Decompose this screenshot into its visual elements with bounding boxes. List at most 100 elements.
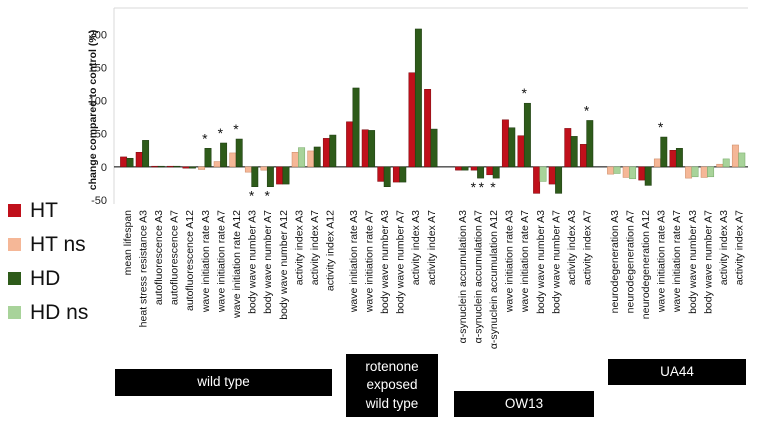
bar <box>142 140 150 168</box>
bar <box>517 135 525 168</box>
category-label: body wave number A12 <box>278 210 290 320</box>
group-label-ow13: OW13 <box>454 391 594 417</box>
bar <box>613 166 621 174</box>
category-label: activity index A7 <box>309 210 321 285</box>
legend-swatch <box>8 272 21 285</box>
legend-swatch <box>8 306 21 319</box>
category-label: activity index A7 <box>426 210 438 285</box>
category-label: body wave number A3 <box>687 210 699 314</box>
bar <box>629 166 637 180</box>
bar <box>166 165 174 168</box>
bar <box>352 87 360 168</box>
category-label: body wave number A3 <box>535 210 547 314</box>
legend-entry: HT <box>8 200 58 221</box>
bar <box>653 158 661 168</box>
bar <box>229 152 237 168</box>
category-label: autofluorescence A3 <box>153 210 165 305</box>
category-label: α-synuclein accumulation A12 <box>488 210 500 349</box>
category-label: activity index A7 <box>582 210 594 285</box>
group-label-ua44: UA44 <box>608 359 746 385</box>
category-label: autofluorescence A12 <box>184 210 196 311</box>
category-label: activity index A7 <box>734 210 746 285</box>
y-tick-label: 200 <box>89 29 107 41</box>
bar <box>675 148 683 168</box>
bar <box>399 166 407 183</box>
bar <box>579 144 587 168</box>
group-label-rotenone-line-3: wild type <box>365 395 419 411</box>
bar <box>204 148 212 168</box>
significance-star: * <box>471 179 477 195</box>
bar <box>691 166 699 178</box>
group-label-wild-type: wild type <box>115 369 332 396</box>
category-label: activity index A3 <box>410 210 422 285</box>
bar <box>346 121 354 168</box>
bar <box>669 150 677 168</box>
bar <box>392 166 400 183</box>
category-label: mean lifespan <box>122 210 134 276</box>
bar <box>508 127 516 168</box>
bar <box>361 129 369 168</box>
bar <box>298 147 306 168</box>
legend-swatch <box>8 238 21 251</box>
category-label: neurodegeneration A12 <box>640 210 652 319</box>
legend-label: HD <box>30 267 61 290</box>
significance-star: * <box>584 102 590 118</box>
bar <box>368 130 376 168</box>
y-tick-label: 50 <box>95 129 107 141</box>
bar <box>555 166 563 194</box>
bar <box>173 165 181 168</box>
category-label: neurodegeneration A3 <box>609 210 621 313</box>
bar <box>414 28 422 168</box>
bar <box>213 161 221 168</box>
legend-entry: HD <box>8 268 60 289</box>
bar <box>707 166 715 178</box>
bar <box>276 166 284 185</box>
bar <box>244 166 252 173</box>
y-tick-label: 0 <box>101 162 107 174</box>
category-label: wave initiation rate A3 <box>200 210 212 313</box>
category-label: activity index A3 <box>566 210 578 285</box>
bar <box>533 166 541 194</box>
bar <box>477 166 485 179</box>
bar <box>313 146 321 168</box>
significance-star: * <box>233 121 239 137</box>
bar <box>307 150 315 168</box>
category-label: body wave number A7 <box>702 210 714 314</box>
bar <box>235 138 243 168</box>
category-label: wave initiation rate A3 <box>656 210 668 313</box>
bar <box>188 166 196 169</box>
bar <box>455 166 463 171</box>
bar <box>151 165 159 168</box>
category-label: body wave number A7 <box>262 210 274 314</box>
group-label-rotenone-line-1: rotenone <box>365 359 419 375</box>
category-label: wave initiation rate A7 <box>671 210 683 313</box>
category-label: activity index A3 <box>293 210 305 285</box>
y-tick-label: 150 <box>89 62 107 74</box>
bar <box>660 136 668 168</box>
bar <box>523 102 531 168</box>
bar <box>157 165 165 168</box>
significance-star: * <box>264 188 270 204</box>
bar <box>622 166 630 178</box>
significance-star: * <box>249 188 255 204</box>
bar <box>492 166 500 179</box>
y-tick-label: -50 <box>91 195 107 207</box>
bar <box>329 134 337 168</box>
bar <box>251 166 259 187</box>
bar <box>644 166 652 186</box>
bar <box>607 166 615 175</box>
legend-label: HT ns <box>30 233 86 256</box>
category-label: body wave number A7 <box>550 210 562 314</box>
bar <box>570 136 578 168</box>
category-label: wave initiation rate A7 <box>363 210 375 313</box>
category-label: wave initiation rate A7 <box>215 210 227 313</box>
category-label: body wave number A3 <box>247 210 259 314</box>
legend-entry: HD ns <box>8 302 88 323</box>
bar <box>282 166 290 185</box>
significance-star: * <box>490 179 496 195</box>
category-label: autofluorescence A7 <box>169 210 181 305</box>
category-label: wave initiation rate A3 <box>348 210 360 313</box>
y-axis-label: change compared to control (%) <box>87 30 99 190</box>
significance-star: * <box>202 130 208 146</box>
